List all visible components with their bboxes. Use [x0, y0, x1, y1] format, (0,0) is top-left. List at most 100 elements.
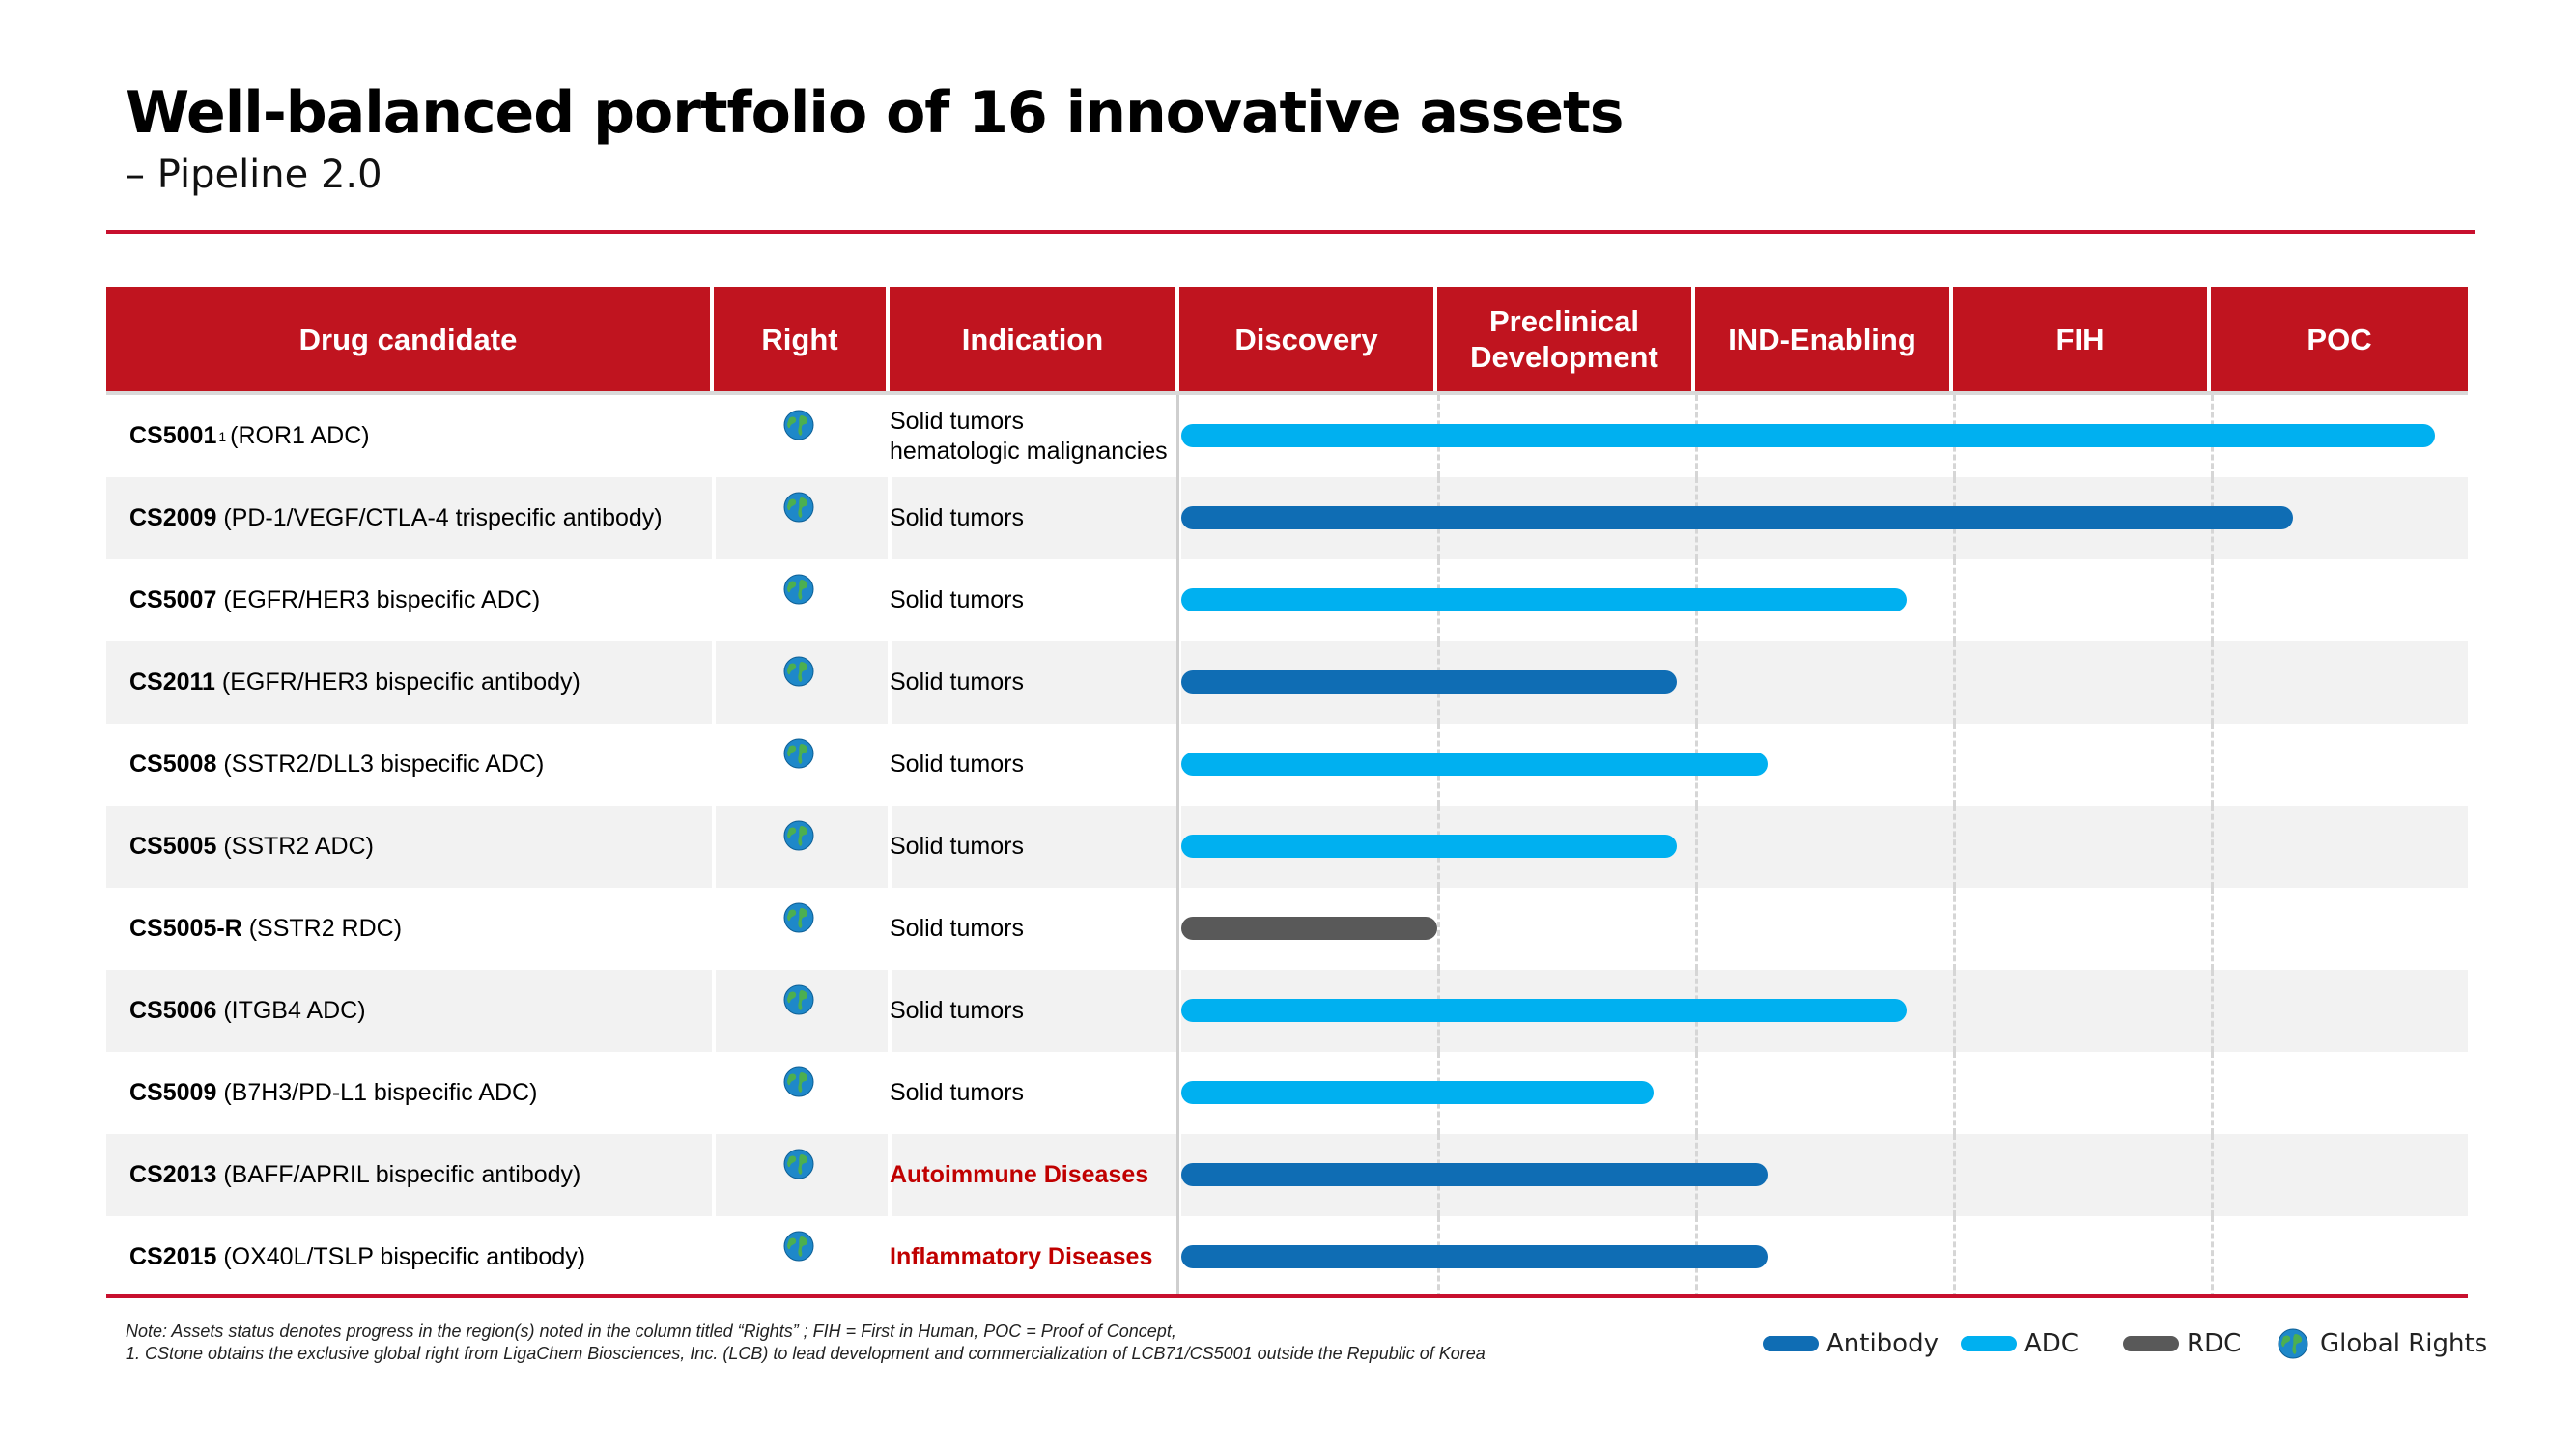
candidate-description: (SSTR2/DLL3 bispecific ADC) — [223, 751, 545, 778]
antibody-swatch — [1763, 1336, 1819, 1351]
indication: Solid tumors — [890, 888, 1024, 970]
stage-gridline — [2211, 724, 2214, 806]
candidate-code: CS2015 — [129, 1243, 217, 1270]
legend-label: RDC — [2187, 1329, 2242, 1358]
stage-baseline — [1176, 1052, 1179, 1134]
table-row: CS2011 (EGFR/HER3 bispecific antibody) So… — [106, 641, 2468, 724]
indication-line: Inflammatory Diseases — [890, 1243, 1153, 1270]
column-separator — [1177, 477, 1181, 559]
indication: Solid tumors — [890, 559, 1024, 641]
indication: Solid tumors — [890, 477, 1024, 559]
table-header: Drug candidate Right Indication Discover… — [106, 287, 2468, 391]
stage-gridline — [1695, 1052, 1698, 1134]
column-separator — [1177, 559, 1181, 641]
note-line: Note: Assets status denotes progress in … — [126, 1321, 1176, 1341]
indication: Solid tumors — [890, 1052, 1024, 1134]
column-separator — [888, 641, 892, 724]
table-row: CS2013 (BAFF/APRIL bispecific antibody) A… — [106, 1134, 2468, 1216]
candidate-code: CS5007 — [129, 586, 217, 613]
table-row: CS5005-R (SSTR2 RDC) Solid tumors — [106, 888, 2468, 970]
column-separator — [712, 477, 716, 559]
candidate-description: (SSTR2 RDC) — [248, 915, 403, 942]
globe-icon — [783, 1149, 814, 1179]
column-separator — [888, 724, 892, 806]
column-separator — [712, 1134, 716, 1216]
candidate-code: CS5005-R — [129, 915, 242, 942]
stage-baseline — [1176, 888, 1179, 970]
table-bottom-rule — [106, 1294, 2468, 1298]
header-right: Right — [714, 287, 890, 391]
footnote-marker: 1 — [218, 428, 227, 444]
table-row: CS5007 (EGFR/HER3 bispecific ADC) Solid t… — [106, 559, 2468, 641]
progress-bar-adc — [1181, 588, 1907, 611]
column-separator — [888, 559, 892, 641]
candidate-description: (PD-1/VEGF/CTLA-4 trispecific antibody) — [223, 504, 663, 531]
column-separator — [1177, 806, 1181, 888]
stage-gridline — [1695, 641, 1698, 724]
table-row: CS2015 (OX40L/TSLP bispecific antibody) I… — [106, 1216, 2468, 1298]
globe-icon — [783, 1231, 814, 1262]
legend-label: ADC — [2024, 1329, 2079, 1358]
stage-baseline — [1176, 724, 1179, 806]
stage-gridline — [2211, 1216, 2214, 1298]
table-row: CS5005 (SSTR2 ADC) Solid tumors — [106, 806, 2468, 888]
stage-gridline — [2211, 559, 2214, 641]
column-separator — [1177, 1052, 1181, 1134]
progress-bar-adc — [1181, 424, 2435, 447]
stage-gridline — [1953, 1216, 1956, 1298]
indication-line: Solid tumors — [890, 586, 1024, 613]
globe-icon — [783, 984, 814, 1015]
globe-icon — [783, 656, 814, 687]
stage-baseline — [1176, 395, 1179, 477]
column-separator — [888, 1052, 892, 1134]
indication-line: Autoimmune Diseases — [890, 1161, 1149, 1188]
stage-gridline — [2211, 1052, 2214, 1134]
column-separator — [712, 641, 716, 724]
column-separator — [1177, 1134, 1181, 1216]
adc-swatch — [1961, 1336, 2017, 1351]
column-separator — [1177, 395, 1181, 477]
drug-candidate: CS5007 (EGFR/HER3 bispecific ADC) — [129, 559, 540, 641]
column-separator — [1177, 641, 1181, 724]
header-indication: Indication — [890, 287, 1179, 391]
table-row: CS5009 (B7H3/PD-L1 bispecific ADC) Solid … — [106, 1052, 2468, 1134]
stage-gridline — [1953, 641, 1956, 724]
drug-candidate: CS5006 (ITGB4 ADC) — [129, 970, 366, 1052]
header-preclinical: Preclinical Development — [1437, 287, 1695, 391]
legend-label: Global Rights — [2320, 1329, 2488, 1358]
candidate-code: CS5009 — [129, 1079, 217, 1106]
candidate-code: CS2011 — [129, 668, 215, 696]
page-title: Well-balanced portfolio of 16 innovative… — [126, 79, 1624, 147]
rdc-swatch — [2123, 1336, 2179, 1351]
candidate-description: (BAFF/APRIL bispecific antibody) — [223, 1161, 581, 1188]
legend-label: Antibody — [1826, 1329, 1939, 1358]
indication-line: Solid tumors — [890, 751, 1024, 778]
legend-rdc: RDC — [2123, 1326, 2241, 1361]
stage-gridline — [2211, 888, 2214, 970]
column-separator — [712, 970, 716, 1052]
progress-bar-antibody — [1181, 506, 2293, 529]
progress-bar-adc — [1181, 1081, 1654, 1104]
globe-icon — [783, 410, 814, 440]
candidate-code: CS5005 — [129, 833, 217, 860]
stage-baseline — [1176, 806, 1179, 888]
indication-line: Solid tumors — [890, 668, 1024, 696]
stage-baseline — [1176, 559, 1179, 641]
progress-bar-antibody — [1181, 1163, 1768, 1186]
drug-candidate: CS2013 (BAFF/APRIL bispecific antibody) — [129, 1134, 580, 1216]
legend-global-rights: Global Rights — [2278, 1326, 2487, 1361]
indication: Solid tumors — [890, 970, 1024, 1052]
column-separator — [888, 477, 892, 559]
table-row: CS5001 1 (ROR1 ADC) Solid tumors hematologic… — [106, 395, 2468, 477]
progress-bar-rdc — [1181, 917, 1437, 940]
stage-gridline — [1953, 1134, 1956, 1216]
column-separator — [888, 888, 892, 970]
drug-candidate: CS5008 (SSTR2/DLL3 bispecific ADC) — [129, 724, 544, 806]
candidate-description: (B7H3/PD-L1 bispecific ADC) — [223, 1079, 538, 1106]
page-subtitle: – Pipeline 2.0 — [126, 153, 382, 197]
legend-antibody: Antibody — [1763, 1326, 1939, 1361]
column-separator — [888, 1216, 892, 1298]
stage-baseline — [1176, 1134, 1179, 1216]
column-separator — [888, 395, 892, 477]
stage-gridline — [1953, 724, 1956, 806]
